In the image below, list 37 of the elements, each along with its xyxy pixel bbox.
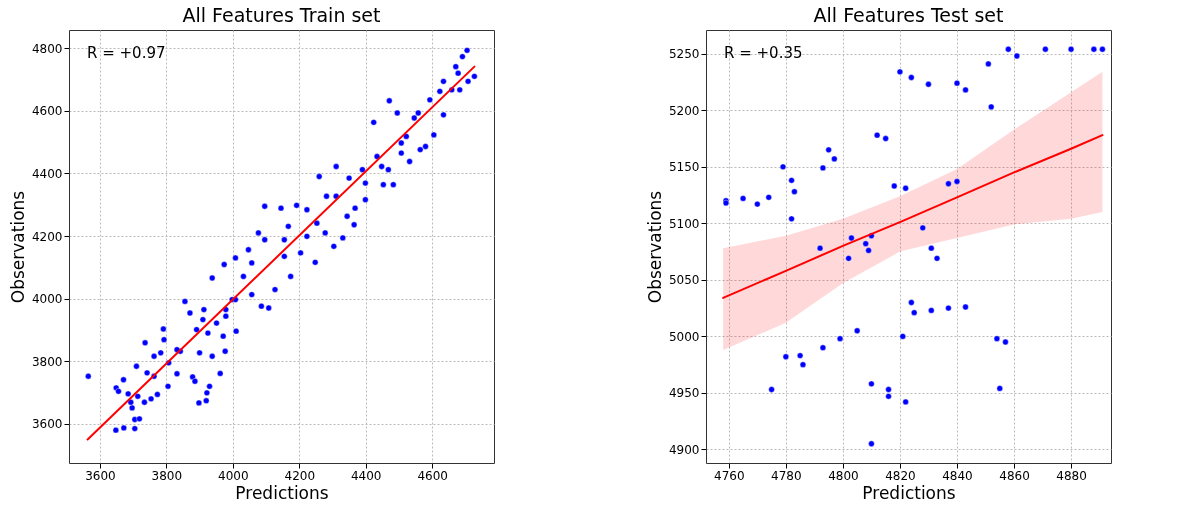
y-axis-title: Observations	[644, 190, 665, 304]
y-tick-label: 5000	[668, 329, 700, 344]
x-tick-label: 3600	[85, 468, 116, 483]
y-tick-label: 5250	[668, 47, 700, 62]
annotation: R = +0.97	[87, 44, 166, 62]
y-tick-label: 4900	[668, 442, 700, 457]
y-tick-label: 3800	[31, 354, 63, 369]
y-tick-label: 4800	[31, 41, 63, 56]
y-axis-title: Observations	[7, 190, 28, 304]
y-tick-label: 5100	[668, 216, 700, 231]
x-axis-title: Predictions	[862, 482, 956, 503]
x-tick-label: 3800	[151, 468, 183, 483]
x-tick-label: 4760	[714, 468, 745, 483]
chart-title: All Features Train set	[182, 4, 381, 26]
y-tick-label: 4950	[668, 386, 700, 401]
y-tick-label: 5150	[668, 160, 700, 175]
x-tick-label: 4860	[999, 468, 1030, 483]
x-tick-label: 4880	[1056, 468, 1087, 483]
y-tick-label: 4400	[31, 166, 63, 181]
x-tick-label: 4600	[417, 468, 448, 483]
x-tick-label: 4400	[350, 468, 382, 483]
y-tick-label: 4000	[31, 292, 63, 307]
x-tick-label: 4000	[218, 468, 249, 483]
chart-title: All Features Test set	[813, 4, 1004, 26]
x-tick-label: 4780	[771, 468, 802, 483]
y-tick-label: 5050	[668, 273, 700, 288]
y-tick-label: 4600	[31, 104, 63, 119]
x-tick-label: 4820	[885, 468, 916, 483]
y-tick-label: 3600	[31, 417, 63, 432]
x-tick-label: 4200	[284, 468, 316, 483]
line-series	[722, 134, 1104, 299]
annotation: R = +0.35	[724, 44, 803, 62]
x-tick-label: 4800	[828, 468, 859, 483]
y-tick-label: 4200	[31, 229, 63, 244]
x-axis-title: Predictions	[235, 482, 329, 503]
y-tick-label: 5200	[668, 103, 700, 118]
x-tick-label: 4840	[942, 468, 973, 483]
